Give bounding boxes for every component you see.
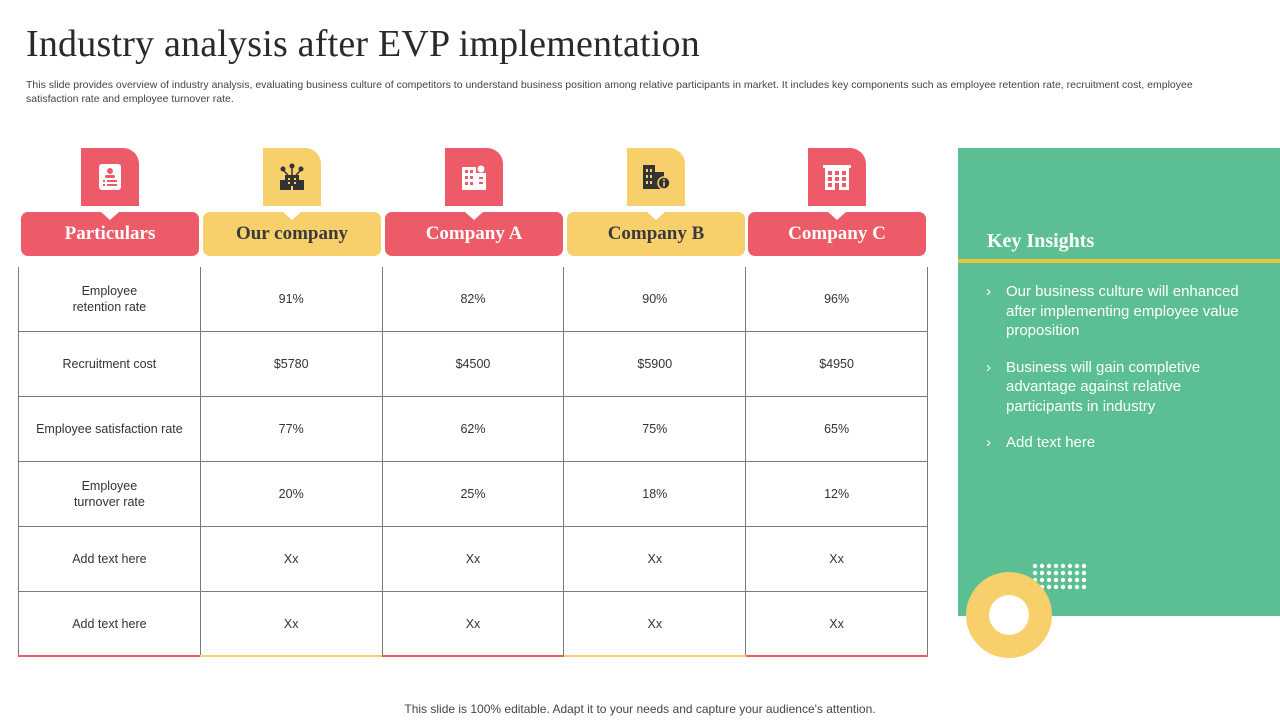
table-row: Recruitment cost $5780 $4500 $5900 $4950: [18, 331, 928, 397]
table-row: Add text here Xx Xx Xx Xx: [18, 526, 928, 592]
list-item: › Add text here: [984, 433, 1254, 453]
office-building-icon: [445, 148, 503, 206]
office-tower-icon: [808, 148, 866, 206]
table-cell: 20%: [199, 461, 383, 527]
row-particular: Employee retention rate: [18, 267, 201, 332]
column-header-particulars: Particulars: [21, 148, 199, 258]
column-accent-line: [18, 655, 200, 657]
ring-decoration: [966, 572, 1052, 658]
key-insights-panel: Key Insights › Our business culture will…: [958, 148, 1280, 616]
table-cell: 75%: [563, 396, 747, 462]
insights-list: › Our business culture will enhanced aft…: [984, 282, 1254, 470]
insight-text: Our business culture will enhanced after…: [1006, 283, 1239, 339]
row-particular: Add text here: [18, 526, 201, 592]
list-item: › Our business culture will enhanced aft…: [984, 282, 1254, 341]
table-cell: Xx: [563, 526, 747, 592]
footer-note: This slide is 100% editable. Adapt it to…: [404, 702, 876, 716]
table-cell: $5900: [563, 331, 747, 397]
page-title: Industry analysis after EVP implementati…: [26, 23, 700, 65]
table-cell: Xx: [199, 526, 383, 592]
table-cell: 96%: [745, 267, 928, 332]
column-label-particulars: Particulars: [21, 212, 199, 256]
key-insights-heading: Key Insights: [987, 230, 1095, 252]
table-cell: 62%: [381, 396, 565, 462]
column-accent-line: [200, 655, 382, 657]
row-particular: Recruitment cost: [18, 331, 201, 397]
chevron-right-icon: ›: [986, 434, 991, 451]
list-item: › Business will gain completive advantag…: [984, 358, 1254, 417]
row-particular: Add text here: [18, 591, 201, 657]
company-info-icon: [627, 148, 685, 206]
table-cell: Xx: [381, 526, 565, 592]
column-label-company-b: Company B: [567, 212, 745, 256]
column-accent-line: [746, 655, 928, 657]
chevron-right-icon: ›: [986, 358, 991, 376]
column-label-company-c: Company C: [748, 212, 926, 256]
table-cell: 90%: [563, 267, 747, 332]
column-accent-line: [564, 655, 746, 657]
table-cell: Xx: [745, 591, 928, 657]
column-label-our-company: Our company: [203, 212, 381, 256]
column-header-company-a: Company A: [385, 148, 563, 258]
table-cell: Xx: [199, 591, 383, 657]
document-user-icon: [81, 148, 139, 206]
table-cell: Xx: [563, 591, 747, 657]
table-cell: 25%: [381, 461, 565, 527]
column-header-our-company: Our company: [203, 148, 381, 258]
row-particular: Employee satisfaction rate: [18, 396, 201, 462]
table-cell: Xx: [381, 591, 565, 657]
table-cell: $4950: [745, 331, 928, 397]
page-subtitle: This slide provides overview of industry…: [26, 79, 1193, 105]
table-row: Employee satisfaction rate 77% 62% 75% 6…: [18, 396, 928, 462]
comparison-table: Employee retention rate 91% 82% 90% 96% …: [18, 267, 928, 657]
row-particular: Employee turnover rate: [18, 461, 201, 527]
table-cell: 82%: [381, 267, 565, 332]
table-cell: 12%: [745, 461, 928, 527]
table-cell: 65%: [745, 396, 928, 462]
chevron-right-icon: ›: [986, 283, 991, 300]
table-cell: 18%: [563, 461, 747, 527]
insight-text: Business will gain completive advantage …: [1006, 358, 1201, 415]
column-header-company-c: Company C: [748, 148, 926, 258]
heading-divider: [958, 259, 1280, 263]
table-row: Employee turnover rate 20% 25% 18% 12%: [18, 461, 928, 527]
column-header-company-b: Company B: [567, 148, 745, 258]
table-cell: 91%: [199, 267, 383, 332]
insight-text: Add text here: [1006, 434, 1096, 451]
table-cell: $4500: [381, 331, 565, 397]
table-row: Employee retention rate 91% 82% 90% 96%: [18, 267, 928, 332]
table-cell: 77%: [199, 396, 383, 462]
building-network-icon: [263, 148, 321, 206]
column-accent-line: [382, 655, 564, 657]
table-cell: Xx: [745, 526, 928, 592]
table-row: Add text here Xx Xx Xx Xx: [18, 591, 928, 657]
dot-grid-decoration: [1032, 563, 1087, 590]
column-label-company-a: Company A: [385, 212, 563, 256]
table-cell: $5780: [199, 331, 383, 397]
